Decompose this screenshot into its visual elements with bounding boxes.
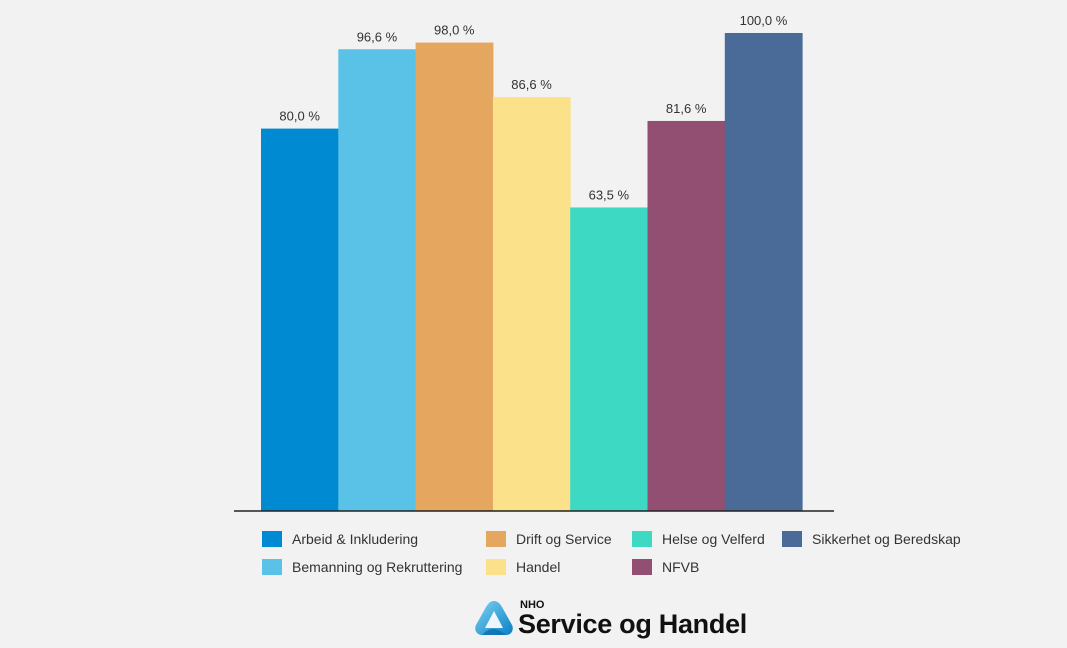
logo-small-text: NHO	[520, 599, 545, 611]
bar-0	[261, 128, 339, 511]
legend-item: Drift og Service	[486, 530, 632, 548]
legend-label: Handel	[516, 559, 561, 575]
legend-swatch	[782, 531, 802, 547]
legend-swatch	[486, 531, 506, 547]
legend-label: Drift og Service	[516, 531, 612, 547]
legend-label: Arbeid & Inkludering	[292, 531, 419, 547]
bar-1	[338, 49, 417, 511]
legend-item: NFVB	[632, 558, 782, 576]
legend-label: NFVB	[662, 559, 700, 575]
nho-logo-icon	[475, 601, 513, 635]
value-label-6: 100,0 %	[740, 13, 788, 28]
legend-swatch	[632, 559, 652, 575]
legend-swatch	[262, 531, 282, 547]
nho-logo: NHO Service og Handel	[474, 598, 747, 638]
legend-item: Sikkerhet og Beredskap	[782, 530, 972, 548]
value-label-0: 80,0 %	[279, 109, 320, 124]
legend-item: Arbeid & Inkludering	[262, 530, 486, 548]
bars-group	[261, 33, 803, 512]
value-labels-group: 80,0 % 96,6 % 98,0 % 86,6 % 63,5 % 81,6 % 100,…	[279, 13, 787, 202]
bar-3	[492, 97, 571, 511]
legend-item: Handel	[486, 558, 632, 576]
legend-label: Helse og Velferd	[662, 531, 765, 547]
bar-2	[415, 42, 494, 512]
value-label-1: 96,6 %	[357, 29, 398, 44]
logo-big-text: Service og Handel	[518, 609, 747, 639]
bar-4	[570, 207, 648, 511]
chart-legend: Arbeid & Inkludering Drift og Service He…	[262, 530, 972, 576]
legend-swatch	[486, 559, 506, 575]
legend-swatch	[632, 531, 652, 547]
bar-chart: 80,0 % 96,6 % 98,0 % 86,6 % 63,5 % 81,6 % 100,…	[234, 13, 834, 512]
value-label-3: 86,6 %	[511, 77, 552, 92]
legend-swatch	[262, 559, 282, 575]
legend-label: Sikkerhet og Beredskap	[812, 531, 961, 547]
bar-6	[724, 33, 803, 511]
legend-item: Helse og Velferd	[632, 530, 782, 548]
legend-label: Bemanning og Rekruttering	[292, 559, 463, 575]
value-label-4: 63,5 %	[589, 187, 630, 202]
legend-item: Bemanning og Rekruttering	[262, 558, 486, 576]
value-label-5: 81,6 %	[666, 101, 707, 116]
bar-5	[647, 120, 726, 512]
value-label-2: 98,0 %	[434, 23, 475, 38]
